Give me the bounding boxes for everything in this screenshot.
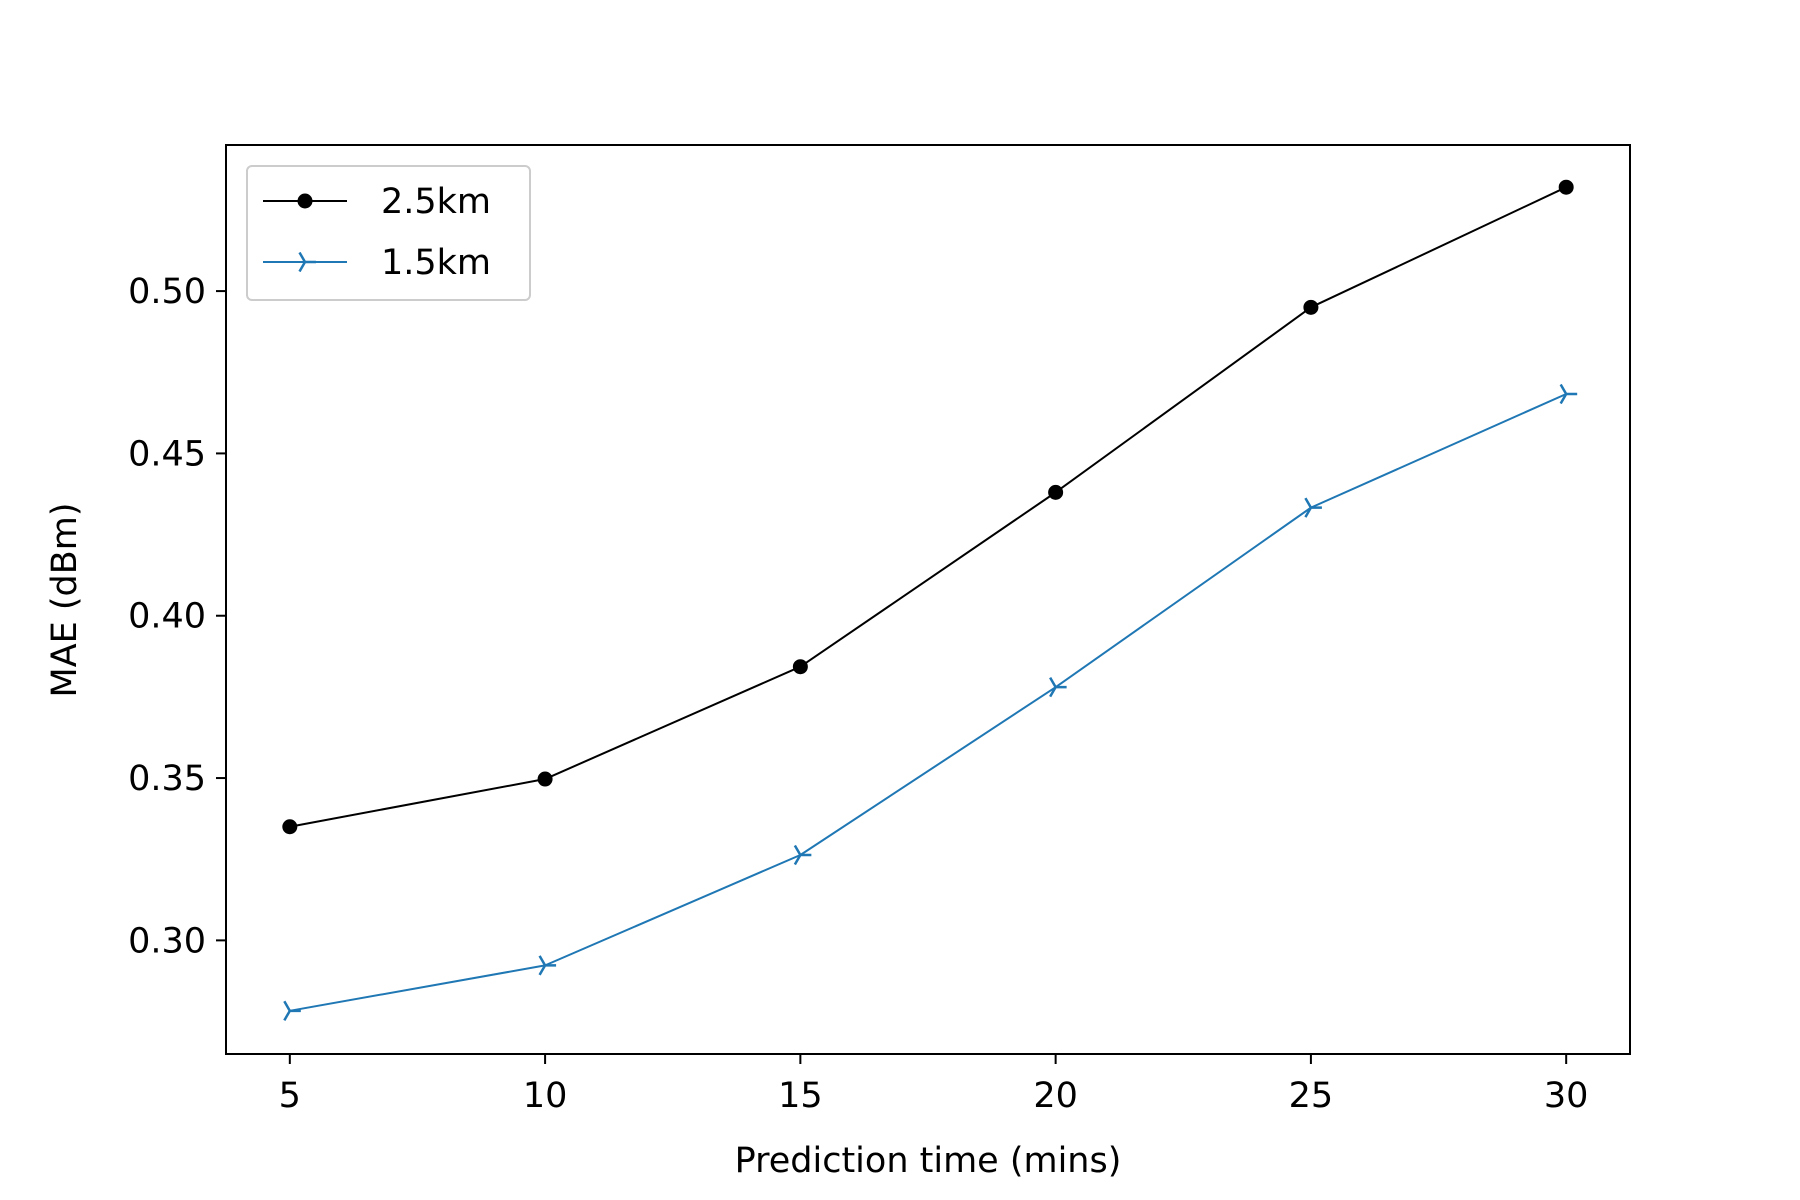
- series-line: [289, 393, 1567, 1012]
- series-layer: [282, 179, 1578, 1021]
- plot-frame: [225, 144, 1631, 1055]
- data-point: [1048, 484, 1064, 500]
- x-axis-ticks: 5 10 15 20 25 30: [279, 1054, 1589, 1116]
- legend-entries: 2.5km 1.5km: [263, 182, 491, 283]
- legend: 2.5km 1.5km: [246, 165, 531, 301]
- x-tick-label: 10: [523, 1076, 568, 1116]
- data-point: [1049, 677, 1067, 698]
- data-point: [282, 819, 298, 835]
- data-point: [1558, 179, 1574, 195]
- x-tick-label: 25: [1289, 1076, 1334, 1116]
- x-tick-label: 20: [1033, 1076, 1078, 1116]
- y-tick-label: 0.45: [128, 434, 206, 474]
- series-line: [289, 186, 1567, 828]
- legend-label: 2.5km: [381, 182, 491, 222]
- data-point: [793, 844, 812, 866]
- data-point: [283, 1000, 301, 1021]
- legend-marker: [298, 251, 316, 273]
- y-tick-label: 0.40: [128, 597, 206, 637]
- y-tick-label: 0.35: [128, 759, 206, 799]
- x-tick-label: 5: [279, 1076, 301, 1116]
- x-axis-label: Prediction time (mins): [735, 1141, 1122, 1181]
- legend-entry: 2.5km: [263, 182, 491, 222]
- data-point: [1303, 299, 1319, 315]
- legend-label: 1.5km: [381, 243, 491, 283]
- legend-entry: 1.5km: [263, 243, 491, 283]
- data-point: [537, 771, 553, 787]
- legend-marker: [297, 193, 313, 209]
- data-point: [1559, 383, 1578, 405]
- data-point: [1304, 497, 1322, 518]
- series-2.5km: [282, 179, 1574, 835]
- x-tick-label: 30: [1544, 1076, 1589, 1116]
- y-tick-label: 0.30: [128, 921, 206, 961]
- data-point: [792, 659, 808, 675]
- series-1.5km: [283, 383, 1578, 1021]
- y-axis-ticks: 0.30 0.35 0.40 0.45 0.50: [128, 272, 226, 961]
- y-axis-label: MAE (dBm): [45, 502, 85, 697]
- legend-box: [246, 165, 531, 301]
- y-tick-label: 0.50: [128, 272, 206, 312]
- data-point: [538, 955, 557, 976]
- x-tick-label: 15: [778, 1076, 823, 1116]
